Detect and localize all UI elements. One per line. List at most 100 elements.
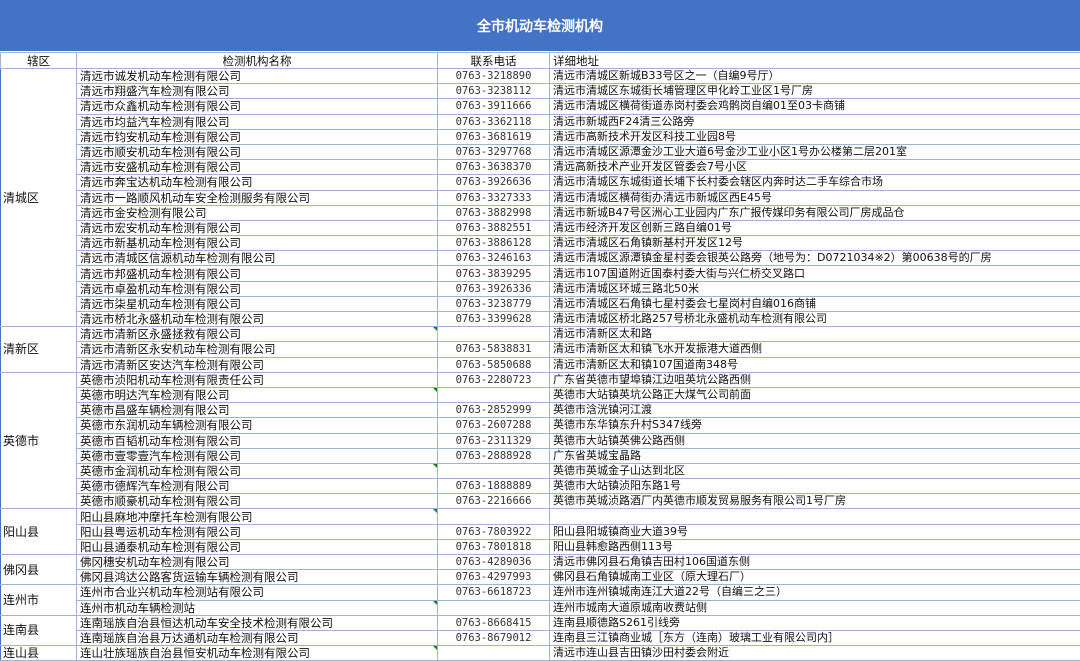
phone-cell[interactable]: 0763-2607288	[438, 418, 550, 433]
phone-cell[interactable]: 0763-3297768	[438, 144, 550, 159]
address-cell[interactable]: 连南县顺德路S261引线旁	[550, 615, 1080, 630]
district-cell[interactable]: 连州市	[1, 585, 77, 615]
agency-name-cell[interactable]: 清远市均益汽车检测有限公司	[77, 114, 438, 129]
address-cell[interactable]: 清远市清城区源潭镇金星村委会银英公路旁（地号为：D0721034※2）第0063…	[550, 251, 1080, 266]
phone-cell[interactable]: 0763-3327333	[438, 190, 550, 205]
agency-name-cell[interactable]: 清远市新基机动车检测有限公司	[77, 236, 438, 251]
agency-name-cell[interactable]: 清远市柒星机动车检测有限公司	[77, 296, 438, 311]
address-cell[interactable]: 英德市大站镇浈阳东路1号	[550, 479, 1080, 494]
address-cell[interactable]	[550, 509, 1080, 524]
agency-name-cell[interactable]: 佛冈穗安机动车检测有限公司	[77, 555, 438, 570]
agency-name-cell[interactable]: 连州市合业兴机动车检测站有限公司	[77, 585, 438, 600]
agency-name-cell[interactable]: 清远市诚发机动车检测有限公司	[77, 69, 438, 84]
address-cell[interactable]: 清远市清城区环城三路北50米	[550, 281, 1080, 296]
agency-name-cell[interactable]: 英德市东润机动车辆检测有限公司	[77, 418, 438, 433]
district-cell[interactable]: 清城区	[1, 69, 77, 327]
agency-name-cell[interactable]: 连南瑶族自治县恒达机动车安全技术检测有限公司	[77, 615, 438, 630]
phone-cell[interactable]: 0763-7803922	[438, 524, 550, 539]
agency-name-cell[interactable]: 连南瑶族自治县万达通机动车检测有限公司	[77, 630, 438, 645]
phone-cell[interactable]: 0763-3218890	[438, 69, 550, 84]
agency-name-cell[interactable]: 清远市清城区信源机动车检测有限公司	[77, 251, 438, 266]
district-cell[interactable]: 连南县	[1, 615, 77, 645]
phone-cell[interactable]: 0763-2216666	[438, 494, 550, 509]
address-cell[interactable]: 清远市清城区石角镇新基村开发区12号	[550, 236, 1080, 251]
address-cell[interactable]: 清远市连山县吉田镇沙田村委会附近	[550, 646, 1080, 661]
address-cell[interactable]: 清远市清新区太和路	[550, 327, 1080, 342]
address-cell[interactable]: 英德市浛洸镇河江渡	[550, 403, 1080, 418]
address-cell[interactable]: 清远市107国道附近国泰村委大街与兴仁桥交叉路口	[550, 266, 1080, 281]
address-cell[interactable]: 连州市城南大道原城南收费站侧	[550, 600, 1080, 615]
agency-name-cell[interactable]: 英德市金润机动车检测有限公司	[77, 463, 438, 478]
phone-cell[interactable]: 0763-2852999	[438, 403, 550, 418]
phone-cell[interactable]	[438, 509, 550, 524]
address-cell[interactable]: 清远市经济开发区创新三路自编01号	[550, 220, 1080, 235]
phone-cell[interactable]: 0763-3926336	[438, 281, 550, 296]
phone-cell[interactable]: 0763-3399628	[438, 312, 550, 327]
agency-name-cell[interactable]: 连山壮族瑶族自治县恒安机动车检测有限公司	[77, 646, 438, 661]
address-cell[interactable]: 阳山县韩愈路西侧113号	[550, 539, 1080, 554]
address-cell[interactable]: 清远市清城区横荷街办清远市新城区西E45号	[550, 190, 1080, 205]
phone-cell[interactable]: 0763-2888928	[438, 448, 550, 463]
phone-cell[interactable]: 0763-5850688	[438, 357, 550, 372]
address-cell[interactable]: 清远市清城区新城B33号区之一（自编9号厅）	[550, 69, 1080, 84]
address-cell[interactable]: 英德市大站镇英佛公路西侧	[550, 433, 1080, 448]
agency-name-cell[interactable]: 阳山县粤运机动车检测有限公司	[77, 524, 438, 539]
phone-cell[interactable]: 0763-6618723	[438, 585, 550, 600]
agency-name-cell[interactable]: 清远市安盛机动车检测有限公司	[77, 160, 438, 175]
phone-cell[interactable]: 0763-4289036	[438, 555, 550, 570]
phone-cell[interactable]	[438, 387, 550, 402]
address-cell[interactable]: 清远市清城区横荷街道赤岗村委会鸡鹘岗自编01至03卡商铺	[550, 99, 1080, 114]
agency-name-cell[interactable]: 清远市翔盛汽车检测有限公司	[77, 84, 438, 99]
phone-cell[interactable]	[438, 327, 550, 342]
phone-cell[interactable]: 0763-3882998	[438, 205, 550, 220]
phone-cell[interactable]: 0763-3246163	[438, 251, 550, 266]
address-cell[interactable]: 清远市清城区东城街长埔管理区甲化岭工业区1号厂房	[550, 84, 1080, 99]
agency-name-cell[interactable]: 阳山县麻地冲摩托车检测有限公司	[77, 509, 438, 524]
address-cell[interactable]: 清远市新城B47号区洲心工业园内广东广报传媒印务有限公司厂房成品仓	[550, 205, 1080, 220]
agency-name-cell[interactable]: 阳山县通泰机动车检测有限公司	[77, 539, 438, 554]
address-cell[interactable]: 英德市英城金子山达到北区	[550, 463, 1080, 478]
agency-name-cell[interactable]: 清远市众鑫机动车检测有限公司	[77, 99, 438, 114]
address-cell[interactable]: 清远市清新区太和镇107国道南348号	[550, 357, 1080, 372]
address-cell[interactable]: 清远市清城区石角镇七星村委会七星岗村自编016商铺	[550, 296, 1080, 311]
agency-name-cell[interactable]: 英德市明达汽车检测有限公司	[77, 387, 438, 402]
agency-name-cell[interactable]: 清远市顺安机动车检测有限公司	[77, 144, 438, 159]
address-cell[interactable]: 广东省英城宝晶路	[550, 448, 1080, 463]
agency-name-cell[interactable]: 清远市卓盈机动车检测有限公司	[77, 281, 438, 296]
phone-cell[interactable]: 0763-3238112	[438, 84, 550, 99]
address-cell[interactable]: 英德市东华镇东升村S347线旁	[550, 418, 1080, 433]
agency-name-cell[interactable]: 清远市清新区安达汽车检测有限公司	[77, 357, 438, 372]
phone-cell[interactable]: 0763-4297993	[438, 570, 550, 585]
agency-name-cell[interactable]: 清远市桥北永盛机动车检测有限公司	[77, 312, 438, 327]
district-cell[interactable]: 阳山县	[1, 509, 77, 555]
agency-name-cell[interactable]: 清远市钧安机动车检测有限公司	[77, 129, 438, 144]
phone-cell[interactable]: 0763-3926636	[438, 175, 550, 190]
phone-cell[interactable]: 0763-8679012	[438, 630, 550, 645]
district-cell[interactable]: 清新区	[1, 327, 77, 373]
phone-cell[interactable]: 0763-2311329	[438, 433, 550, 448]
phone-cell[interactable]: 0763-3839295	[438, 266, 550, 281]
address-cell[interactable]: 清远市清城区源潭金沙工业大道6号金沙工业小区1号办公楼第二层201室	[550, 144, 1080, 159]
phone-cell[interactable]: 0763-3886128	[438, 236, 550, 251]
agency-name-cell[interactable]: 清远市奔宝达机动车检测有限公司	[77, 175, 438, 190]
agency-name-cell[interactable]: 清远市一路顺风机动车安全检测服务有限公司	[77, 190, 438, 205]
address-cell[interactable]: 佛冈县石角镇城南工业区（原大理石厂）	[550, 570, 1080, 585]
phone-cell[interactable]: 0763-3681619	[438, 129, 550, 144]
phone-cell[interactable]	[438, 646, 550, 661]
agency-name-cell[interactable]: 清远市邦盛机动车检测有限公司	[77, 266, 438, 281]
address-cell[interactable]: 清远高新技术产业开发区管委会7号小区	[550, 160, 1080, 175]
phone-cell[interactable]: 0763-3882551	[438, 220, 550, 235]
phone-cell[interactable]: 0763-2280723	[438, 372, 550, 387]
agency-name-cell[interactable]: 佛冈县鸿达公路客货运输车辆检测有限公司	[77, 570, 438, 585]
phone-cell[interactable]: 0763-3238779	[438, 296, 550, 311]
agency-name-cell[interactable]: 清远市清新区永安机动车检测有限公司	[77, 342, 438, 357]
district-cell[interactable]: 英德市	[1, 372, 77, 509]
phone-cell[interactable]: 0763-7801818	[438, 539, 550, 554]
phone-cell[interactable]: 0763-3911666	[438, 99, 550, 114]
address-cell[interactable]: 英德市英城浈路酒厂内英德市顺发贸易服务有限公司1号厂房	[550, 494, 1080, 509]
agency-name-cell[interactable]: 连州市机动车辆检测站	[77, 600, 438, 615]
address-cell[interactable]: 连南县三江镇商业城［东方（连南）玻璃工业有限公司内］	[550, 630, 1080, 645]
phone-cell[interactable]: 0763-1888889	[438, 479, 550, 494]
address-cell[interactable]: 清远市清新区太和镇飞水开发振港大道西侧	[550, 342, 1080, 357]
agency-name-cell[interactable]: 清远市宏安机动车检测有限公司	[77, 220, 438, 235]
